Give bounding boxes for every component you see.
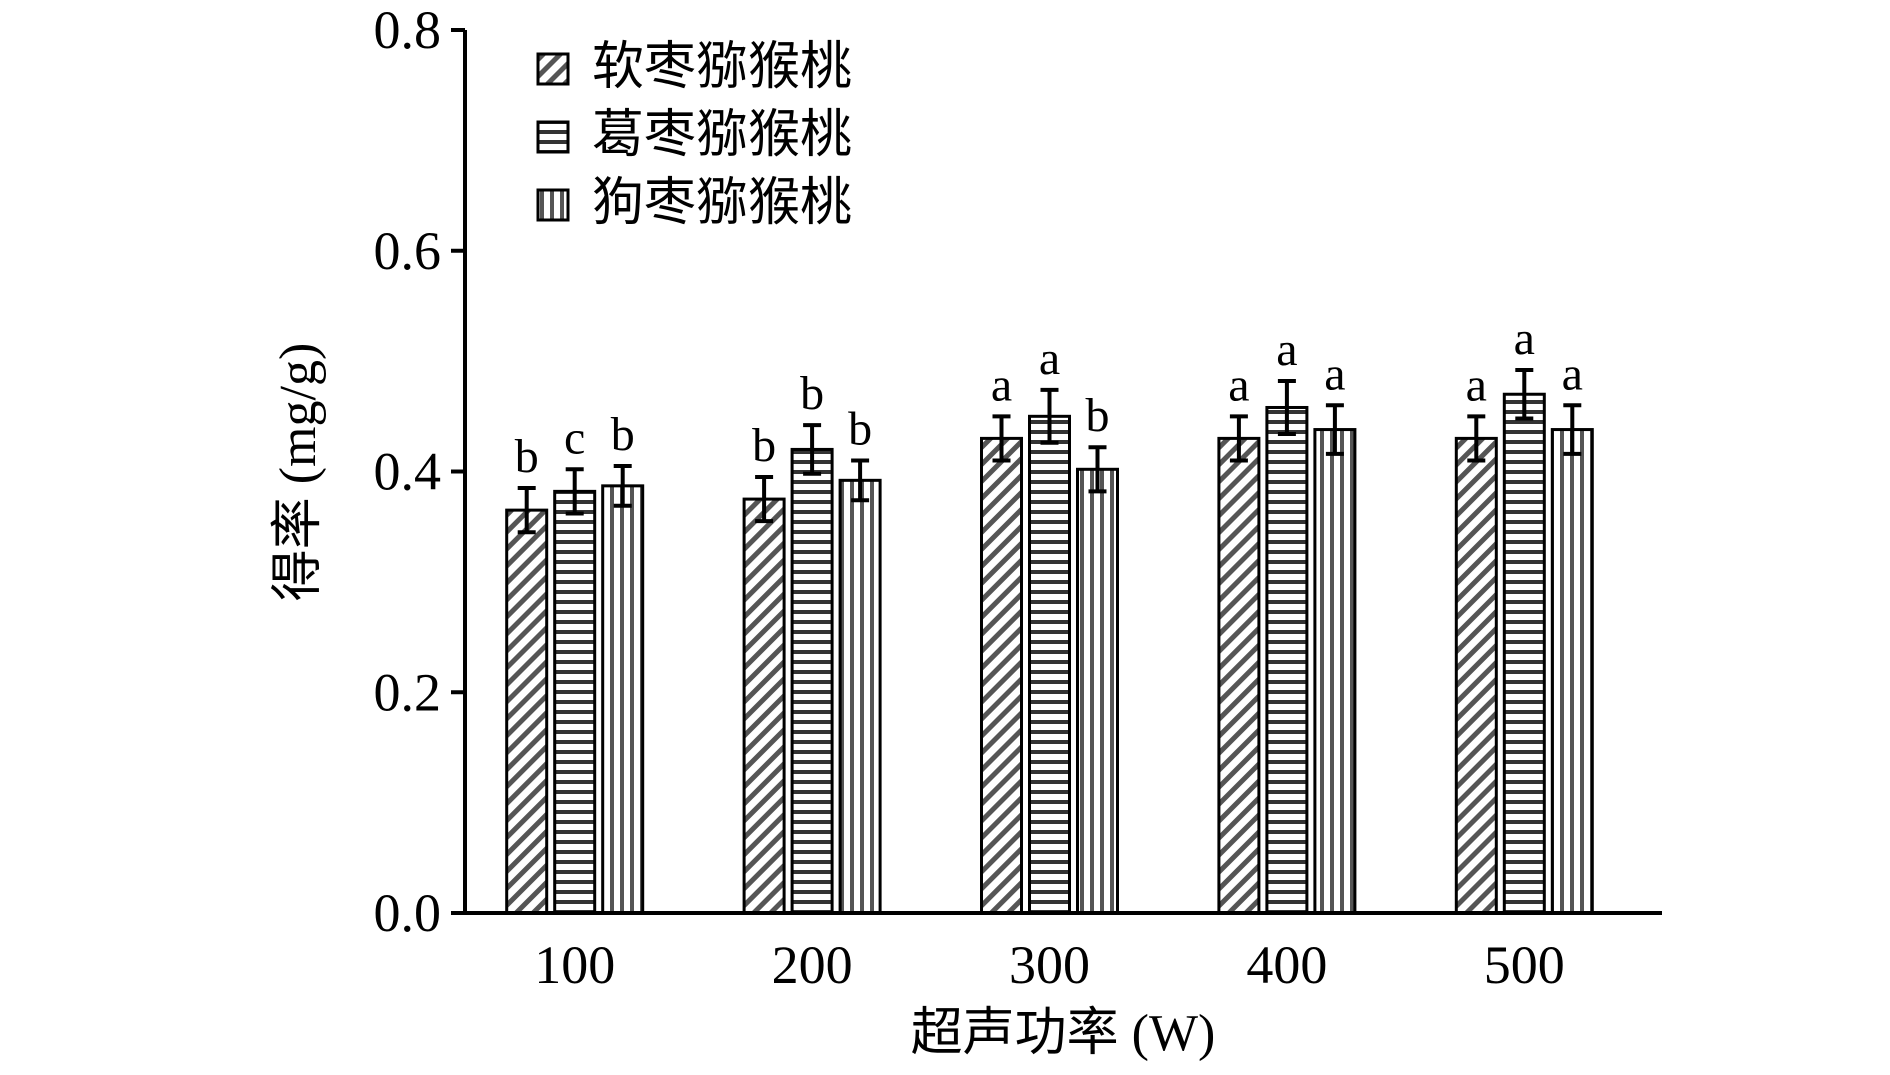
x-tick-label: 500 — [1484, 935, 1565, 995]
legend-swatch — [536, 120, 570, 154]
bar — [1550, 428, 1594, 915]
y-tick-label: 0.0 — [374, 883, 442, 943]
significance-label: b — [515, 430, 539, 483]
significance-label: b — [848, 402, 872, 455]
legend-label: 狗枣猕猴桃 — [592, 175, 852, 232]
bar — [838, 478, 882, 915]
x-tick-label: 400 — [1246, 935, 1327, 995]
y-axis-title: 得率 (mg/g) — [270, 343, 327, 602]
y-axis-ticks: 0.0 0.2 0.4 0.6 0.8 — [374, 0, 465, 943]
significance-label: a — [991, 358, 1012, 411]
bar — [980, 436, 1023, 915]
significance-label: b — [1086, 389, 1110, 442]
bar — [1313, 428, 1357, 915]
bar — [742, 497, 786, 915]
bar — [1502, 392, 1546, 915]
y-tick-label: 0.4 — [374, 442, 442, 502]
legend-label: 葛枣猕猴桃 — [592, 107, 852, 164]
significance-label: b — [752, 419, 776, 472]
legend-label: 软枣猕猴桃 — [592, 39, 852, 96]
significance-label: a — [1324, 347, 1345, 400]
bar — [790, 447, 834, 915]
legend-swatch — [536, 52, 570, 86]
legend-swatch — [536, 188, 570, 222]
significance-label: b — [611, 408, 635, 461]
significance-label: a — [1039, 332, 1060, 385]
x-tick-label: 100 — [534, 935, 615, 995]
y-tick-label: 0.8 — [374, 0, 442, 60]
y-tick-label: 0.2 — [374, 662, 442, 722]
x-tick-label: 200 — [772, 935, 853, 995]
significance-label: a — [1228, 358, 1249, 411]
significance-label: b — [800, 367, 824, 420]
bar — [1454, 436, 1498, 915]
x-axis-ticks: 100 200 300 400 500 — [534, 935, 1565, 995]
x-tick-label: 300 — [1009, 935, 1090, 995]
significance-label: a — [1466, 358, 1487, 411]
bar — [1028, 414, 1071, 915]
bar — [1076, 467, 1119, 915]
significance-label: c — [564, 411, 585, 464]
x-axis-title: 超声功率 (W) — [911, 1005, 1216, 1062]
y-tick-label: 0.6 — [374, 221, 442, 281]
bar — [601, 484, 645, 915]
bar — [1265, 405, 1309, 915]
bar — [553, 489, 597, 915]
significance-label: a — [1562, 347, 1583, 400]
significance-label: a — [1276, 323, 1297, 376]
bar — [1217, 436, 1261, 915]
significance-label: a — [1514, 312, 1535, 365]
bar — [505, 508, 549, 915]
